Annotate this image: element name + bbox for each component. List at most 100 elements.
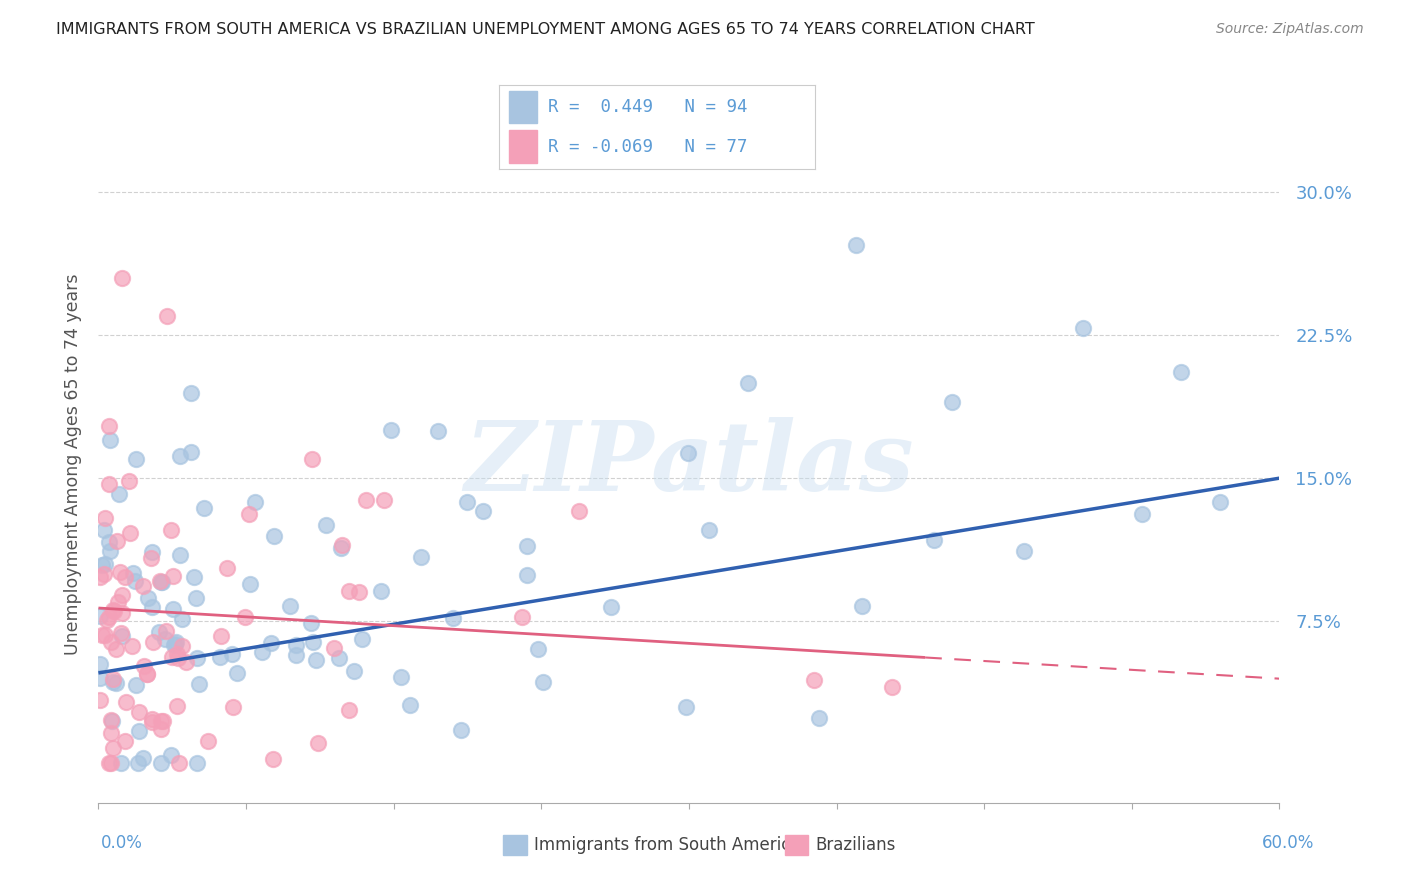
Point <box>162 649 184 664</box>
Point <box>330 538 353 552</box>
Point <box>93 524 115 538</box>
Point <box>215 561 238 575</box>
Point <box>162 602 184 616</box>
Point <box>1071 320 1094 334</box>
Point <box>105 676 128 690</box>
Point <box>380 424 402 438</box>
Point <box>121 566 143 580</box>
Point <box>101 740 124 755</box>
Point <box>221 647 243 661</box>
Point <box>337 583 360 598</box>
Point <box>301 452 323 467</box>
Point <box>103 604 125 618</box>
Point <box>98 535 121 549</box>
Point <box>851 599 873 613</box>
Point <box>141 545 163 559</box>
Point <box>110 756 132 770</box>
Point <box>160 523 183 537</box>
Text: R =  0.449   N = 94: R = 0.449 N = 94 <box>548 98 748 116</box>
Point <box>411 550 433 565</box>
Point <box>97 756 120 770</box>
Point <box>252 645 274 659</box>
Point <box>141 550 163 565</box>
Point <box>127 756 149 770</box>
Point <box>149 574 172 589</box>
Point <box>166 651 188 665</box>
Point <box>305 653 328 667</box>
Point <box>155 624 177 638</box>
Point <box>676 446 699 460</box>
Point <box>118 474 141 488</box>
Point <box>225 665 247 680</box>
Point <box>343 664 366 678</box>
Text: IMMIGRANTS FROM SOUTH AMERICA VS BRAZILIAN UNEMPLOYMENT AMONG AGES 65 TO 74 YEAR: IMMIGRANTS FROM SOUTH AMERICA VS BRAZILI… <box>56 22 1035 37</box>
Point <box>284 648 307 662</box>
Point <box>370 584 392 599</box>
Point <box>93 567 115 582</box>
Point <box>148 625 170 640</box>
Point <box>105 642 128 657</box>
Point <box>1170 365 1192 379</box>
Point <box>165 635 187 649</box>
Point <box>150 714 173 729</box>
Point <box>1209 495 1232 509</box>
Point <box>89 609 111 624</box>
Point <box>169 549 191 563</box>
Point <box>922 533 945 547</box>
Point <box>135 666 157 681</box>
Text: Source: ZipAtlas.com: Source: ZipAtlas.com <box>1216 22 1364 37</box>
Point <box>125 678 148 692</box>
Point <box>299 615 322 630</box>
Bar <box>509 91 537 123</box>
Point <box>280 599 302 613</box>
Point <box>94 557 117 571</box>
Point <box>162 568 184 582</box>
Point <box>100 544 122 558</box>
Point <box>233 610 256 624</box>
Point <box>880 680 903 694</box>
Point <box>243 494 266 508</box>
Point <box>169 449 191 463</box>
Point <box>149 574 172 589</box>
Point <box>315 518 337 533</box>
Point <box>89 671 111 685</box>
Point <box>427 424 450 438</box>
Point <box>163 638 186 652</box>
Point <box>337 703 360 717</box>
Point <box>90 558 112 573</box>
Point <box>110 625 132 640</box>
Point <box>128 723 150 738</box>
Point <box>737 376 759 390</box>
Point <box>188 676 211 690</box>
Point <box>101 672 124 686</box>
Point <box>471 503 494 517</box>
Point <box>209 629 232 643</box>
Text: Brazilians: Brazilians <box>815 836 896 854</box>
Point <box>1130 507 1153 521</box>
Point <box>166 647 188 661</box>
Bar <box>509 130 537 162</box>
Point <box>599 600 621 615</box>
Point <box>131 751 153 765</box>
Point <box>284 638 307 652</box>
Point <box>516 539 538 553</box>
Point <box>128 705 150 719</box>
Point <box>197 734 219 748</box>
Point <box>121 640 143 654</box>
Point <box>516 568 538 582</box>
Point <box>531 674 554 689</box>
Point <box>89 657 111 672</box>
Point <box>167 756 190 770</box>
Point <box>93 628 115 642</box>
Point <box>1012 543 1035 558</box>
Point <box>262 751 284 765</box>
Text: 60.0%: 60.0% <box>1263 834 1315 852</box>
Point <box>510 609 533 624</box>
Point <box>456 494 478 508</box>
Point <box>165 637 187 651</box>
Point <box>135 667 157 681</box>
Point <box>141 599 163 614</box>
Point <box>260 636 283 650</box>
Point <box>153 632 176 647</box>
Point <box>180 385 202 400</box>
